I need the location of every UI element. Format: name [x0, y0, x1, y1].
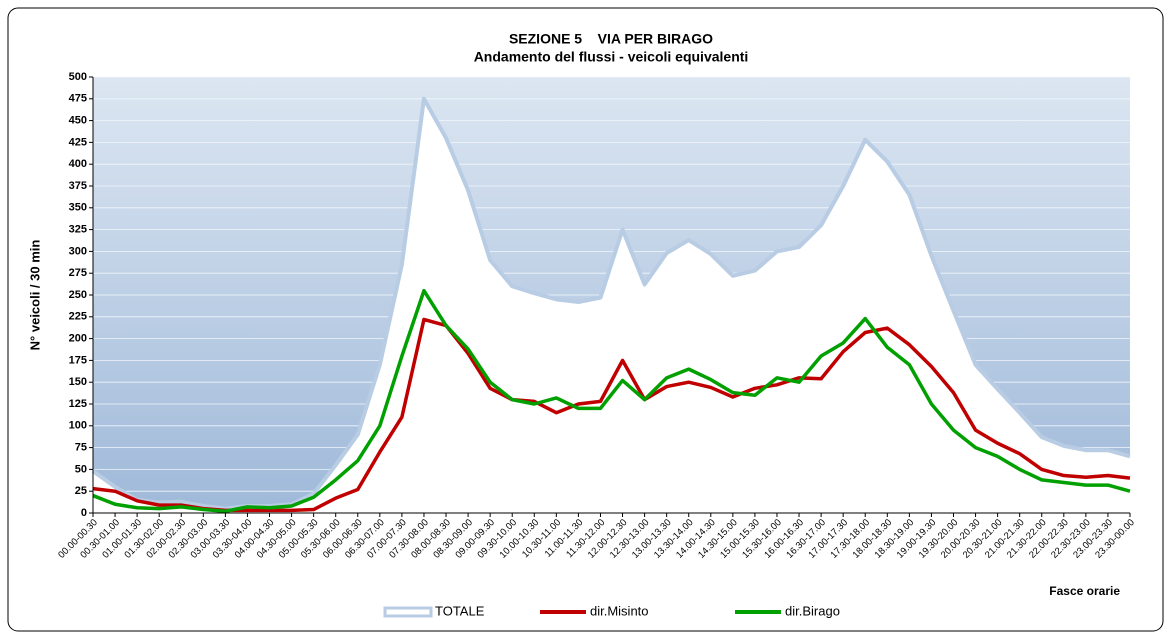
legend-label: TOTALE: [435, 603, 485, 618]
y-tick-label: 450: [69, 115, 87, 127]
y-tick-label: 325: [69, 224, 87, 236]
y-tick-label: 350: [69, 202, 87, 214]
series-line: [92, 317, 1131, 513]
y-tick-label: 300: [69, 245, 87, 257]
y-tick-label: 175: [69, 354, 87, 366]
legend-label: dir.Birago: [785, 603, 840, 618]
y-tick-label: 50: [75, 463, 87, 475]
y-tick-label: 200: [69, 333, 87, 345]
chart-subtitle: Andamento del flussi - veicoli equivalen…: [474, 49, 749, 65]
series-line: [92, 288, 1131, 514]
y-tick-label: 0: [81, 507, 87, 519]
y-tick-label: 75: [75, 442, 87, 454]
y-tick-label: 500: [69, 71, 87, 83]
x-axis-label: Fasce orarie: [1049, 584, 1120, 598]
total-area: [93, 98, 1130, 514]
legend-label: dir.Misinto: [590, 603, 649, 618]
y-tick-label: 375: [69, 180, 87, 192]
y-tick-label: 25: [75, 485, 87, 497]
y-tick-label: 125: [69, 398, 87, 410]
legend-swatch: [383, 606, 433, 618]
y-tick-label: 425: [69, 136, 87, 148]
y-tick-label: 100: [69, 420, 87, 432]
y-axis-label: N° veicoli / 30 min: [27, 240, 42, 351]
y-tick-label: 400: [69, 158, 87, 170]
y-tick-label: 275: [69, 267, 87, 279]
chart-title: SEZIONE 5 VIA PER BIRAGO: [509, 31, 713, 47]
y-tick-label: 150: [69, 376, 87, 388]
y-tick-label: 225: [69, 311, 87, 323]
y-tick-label: 475: [69, 93, 87, 105]
y-tick-label: 250: [69, 289, 87, 301]
